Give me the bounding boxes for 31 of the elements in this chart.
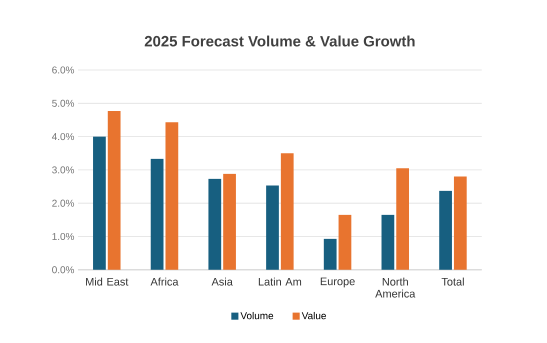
bar [324,238,337,270]
x-tick-label: Mid East [86,278,128,286]
bar [454,176,467,270]
bar [396,168,410,270]
x-tick-label: Europe [320,278,355,288]
y-tick-label: 3.0% [52,166,74,174]
chart-title: 2025 Forecast Volume & Value Growth [144,36,415,47]
bar [382,214,394,270]
bar [208,178,222,270]
bar [223,174,236,270]
bar [439,190,452,270]
y-tick-label: 2.0% [52,200,74,207]
x-tick-label: Africa [150,278,178,286]
bar [165,122,178,270]
x-tick-label: Total [442,278,464,286]
bar [108,110,121,270]
y-tick-label: 4.0% [52,133,74,140]
x-tick-label: Latin Am [258,278,302,286]
legend-label: Value [302,312,326,320]
x-tick-label: North America [375,278,416,298]
y-tick-label: 1.0% [52,233,74,240]
bar [150,158,164,270]
x-tick-label: Asia [212,278,233,286]
bar [280,153,294,270]
y-tick-label: 6.0% [52,66,74,74]
legend-label: Volume [240,312,274,320]
y-tick-label: 5.0% [52,100,74,107]
bar [93,136,106,270]
y-tick-label: 0.0% [52,266,74,274]
bar [266,186,279,270]
bar [338,214,352,270]
